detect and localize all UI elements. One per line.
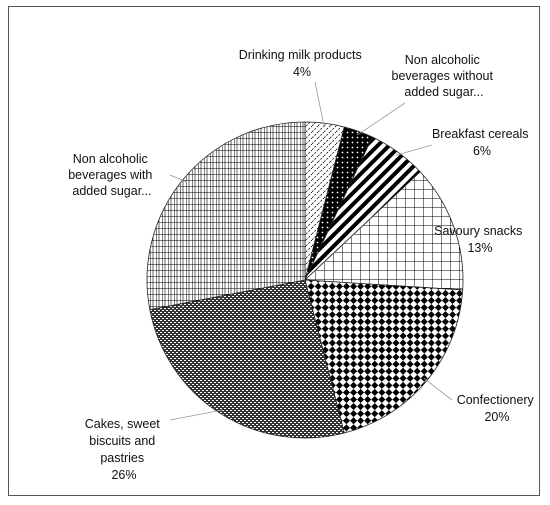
- slice-label-cakes-biscuits-pastries: Cakes, sweet biscuits and pastries 26%: [85, 417, 164, 482]
- leader-line-beverages-without-sugar: [356, 102, 406, 136]
- slice-label-confectionery: Confectionery 20%: [457, 393, 538, 424]
- slice-label-drinking-milk: Drinking milk products 4%: [239, 48, 365, 79]
- leader-line-cakes-biscuits-pastries: [169, 409, 223, 421]
- slice-label-breakfast-cereals: Breakfast cereals 6%: [432, 127, 532, 158]
- pie-slice-savoury-snacks: [304, 171, 464, 291]
- pie-slices: [146, 121, 464, 439]
- leader-line-breakfast-cereals: [395, 144, 433, 156]
- leader-line-drinking-milk: [314, 81, 325, 128]
- leader-lines: [169, 81, 456, 421]
- slice-label-beverages-with-sugar: Non alcoholic beverages with added sugar…: [68, 152, 156, 198]
- pie-slice-beverages-with-sugar: [146, 121, 306, 311]
- pie-slice-cakes-biscuits-pastries: [149, 279, 345, 439]
- leader-line-savoury-snacks: [449, 227, 456, 233]
- leader-line-confectionery: [423, 377, 453, 401]
- leader-line-beverages-with-sugar: [169, 174, 187, 183]
- slice-label-savoury-snacks: Savoury snacks 13%: [434, 224, 526, 255]
- slice-label-beverages-without-sugar: Non alcoholic beverages without added su…: [392, 53, 497, 99]
